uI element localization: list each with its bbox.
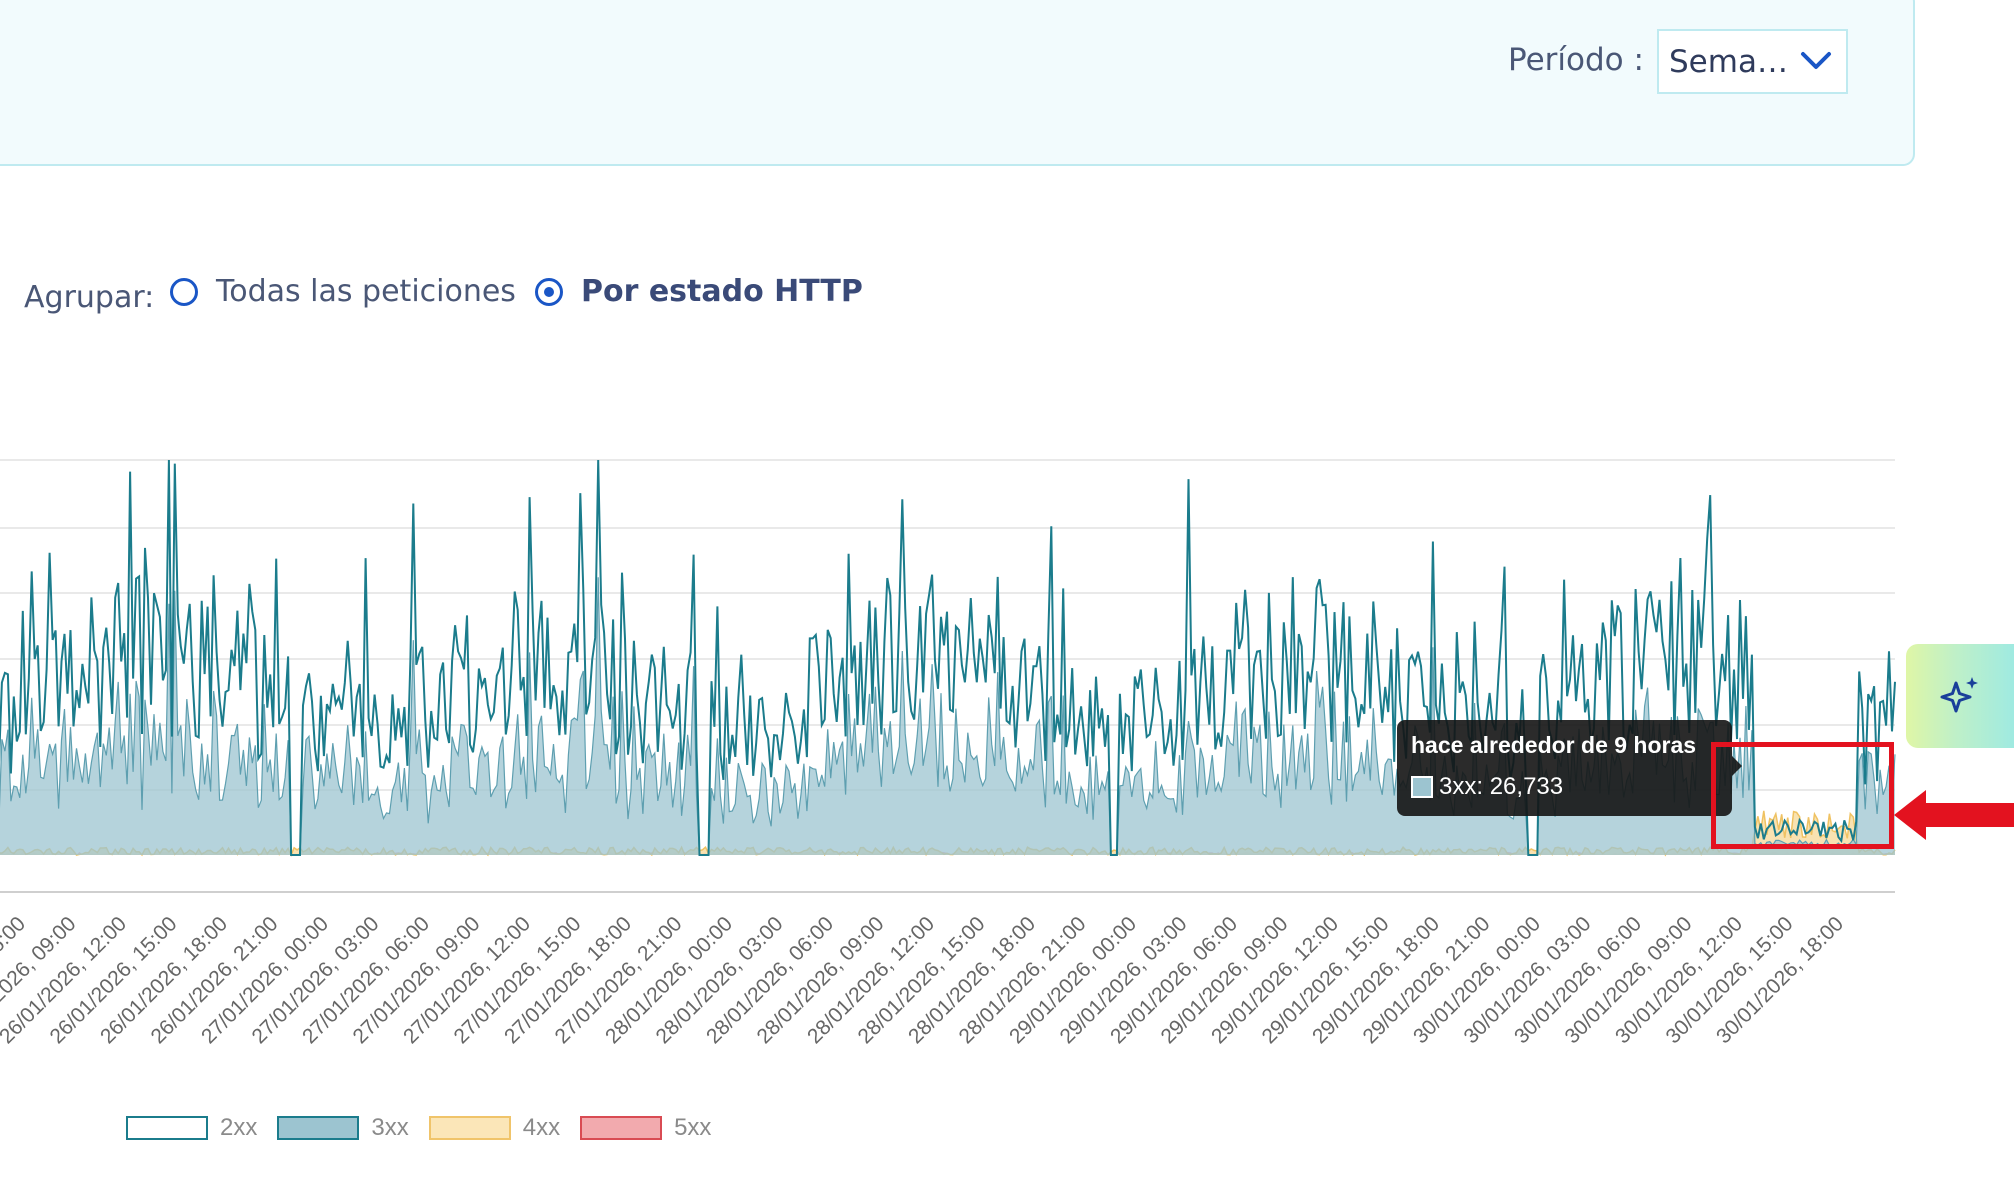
legend-item-5xx[interactable]: 5xx [580, 1114, 711, 1142]
group-label: Agrupar: [24, 280, 155, 315]
legend-item-3xx[interactable]: 3xx [277, 1114, 409, 1142]
period-label: Período : [1508, 42, 1644, 78]
chart-tooltip: hace alrededor de 9 horas 3xx: 26,733 [1397, 720, 1732, 816]
chart-legend: 2xx 3xx 4xx 5xx [126, 1114, 731, 1142]
tooltip-swatch-3xx [1411, 776, 1433, 798]
tooltip-separator: : [1476, 773, 1490, 800]
tooltip-caret [1732, 756, 1742, 776]
period-select[interactable]: Sema… [1657, 29, 1848, 94]
tooltip-value: 26,733 [1489, 773, 1564, 800]
legend-label-4xx: 4xx [522, 1114, 561, 1141]
red-arrow-icon [1894, 790, 2014, 840]
legend-swatch-2xx [126, 1116, 208, 1140]
legend-label-3xx: 3xx [371, 1114, 409, 1141]
legend-label-5xx: 5xx [674, 1114, 712, 1141]
series-2xx-line [0, 459, 1896, 856]
tooltip-title: hace alrededor de 9 horas [1411, 732, 1697, 758]
legend-item-2xx[interactable]: 2xx [126, 1114, 257, 1142]
radio-all-label: Todas las peticiones [216, 274, 516, 309]
radio-http-label: Por estado HTTP [581, 274, 863, 309]
radio-circle-http[interactable] [535, 277, 563, 306]
legend-swatch-3xx [277, 1116, 360, 1140]
radio-all-requests[interactable]: Todas las peticiones [170, 274, 516, 309]
tooltip-series: 3xx [1439, 773, 1477, 800]
sparkles-icon [1940, 677, 1978, 713]
legend-swatch-5xx [580, 1116, 663, 1140]
chevron-down-icon [1801, 52, 1831, 69]
highlight-box [1711, 742, 1894, 849]
filter-panel [0, 0, 1915, 166]
radio-circle-all[interactable] [170, 277, 198, 306]
legend-swatch-4xx [428, 1116, 511, 1140]
legend-item-4xx[interactable]: 4xx [428, 1114, 561, 1142]
tooltip-row: 3xx: 26,733 [1411, 773, 1732, 801]
legend-label-2xx: 2xx [220, 1114, 258, 1141]
period-select-value: Sema… [1669, 43, 1788, 80]
ai-assistant-button[interactable] [1906, 644, 2014, 748]
radio-by-http-status[interactable]: Por estado HTTP [535, 274, 863, 309]
